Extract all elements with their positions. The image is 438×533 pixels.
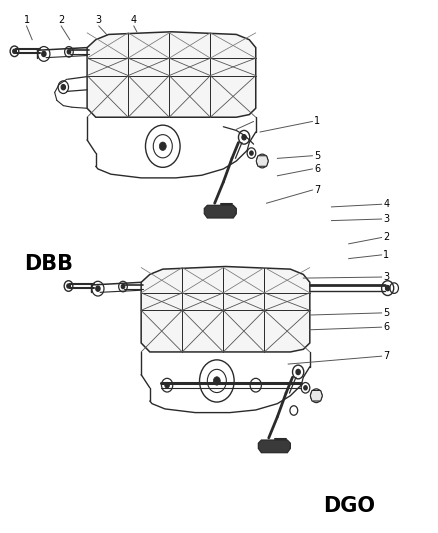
Circle shape: [385, 286, 390, 291]
Text: DBB: DBB: [25, 254, 74, 274]
Circle shape: [213, 377, 220, 385]
Text: 1: 1: [383, 250, 389, 260]
Text: 3: 3: [96, 15, 102, 25]
Text: 3: 3: [383, 214, 389, 224]
Circle shape: [42, 51, 46, 56]
Text: 3: 3: [383, 272, 389, 282]
Text: 5: 5: [314, 151, 320, 161]
Circle shape: [96, 286, 100, 292]
Circle shape: [250, 151, 253, 155]
Text: DGO: DGO: [323, 496, 375, 516]
Text: 1: 1: [314, 116, 320, 126]
Polygon shape: [204, 205, 236, 218]
Polygon shape: [258, 440, 290, 453]
Polygon shape: [310, 391, 322, 401]
Circle shape: [165, 383, 169, 388]
Circle shape: [121, 285, 125, 289]
Text: 5: 5: [383, 308, 389, 318]
Circle shape: [242, 135, 246, 140]
Circle shape: [159, 142, 166, 150]
Circle shape: [67, 50, 71, 54]
Circle shape: [67, 284, 70, 288]
Circle shape: [13, 49, 16, 53]
Text: 7: 7: [314, 185, 320, 195]
Text: 2: 2: [383, 232, 389, 243]
Text: 1: 1: [24, 15, 30, 25]
Circle shape: [61, 85, 66, 90]
Text: 2: 2: [58, 15, 64, 25]
Text: 6: 6: [383, 322, 389, 332]
Text: 6: 6: [314, 164, 320, 174]
Polygon shape: [141, 266, 310, 352]
Text: 7: 7: [383, 351, 389, 361]
Circle shape: [296, 369, 300, 375]
Polygon shape: [87, 32, 256, 117]
Text: 4: 4: [383, 199, 389, 209]
Circle shape: [304, 386, 307, 390]
Polygon shape: [256, 156, 268, 166]
Text: 4: 4: [131, 15, 137, 25]
